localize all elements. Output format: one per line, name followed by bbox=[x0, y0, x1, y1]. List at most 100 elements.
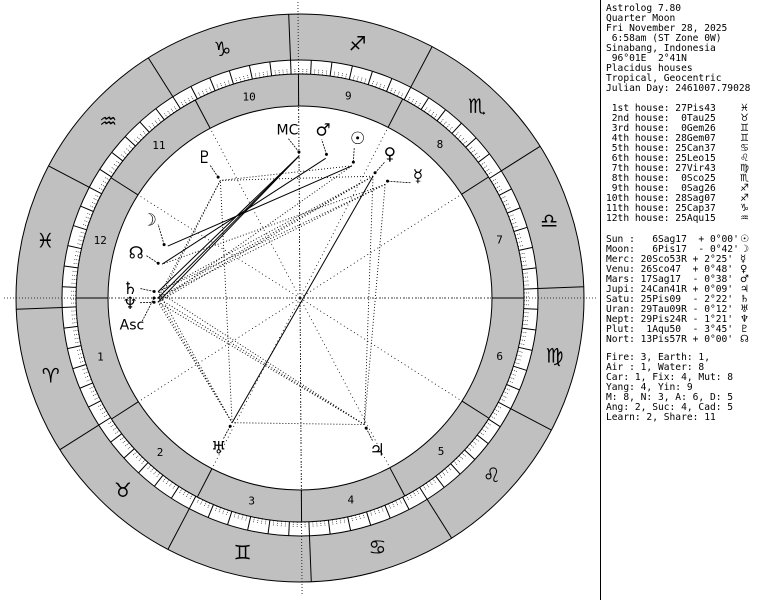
degree-tick bbox=[445, 124, 450, 129]
degree-tick bbox=[384, 505, 391, 519]
sign-boundary bbox=[510, 408, 552, 431]
degree-tick bbox=[77, 243, 83, 246]
mars-icon: ♂ bbox=[740, 274, 749, 285]
house-number: 11 bbox=[152, 139, 165, 152]
glyph-leader bbox=[223, 426, 231, 439]
degree-tick bbox=[141, 459, 146, 464]
degree-tick bbox=[138, 462, 149, 474]
degree-tick bbox=[514, 233, 520, 236]
degree-tick bbox=[266, 71, 269, 77]
planet-point bbox=[364, 426, 368, 430]
sign-boundary bbox=[537, 286, 584, 290]
degree-tick bbox=[73, 262, 79, 265]
planet-point bbox=[386, 179, 390, 183]
degree-tick bbox=[495, 185, 500, 189]
degree-tick bbox=[468, 146, 473, 151]
degree-tick bbox=[512, 225, 518, 229]
aspect-line bbox=[157, 297, 365, 425]
planet-row: Merc: 20Sco53R + 2°25' bbox=[606, 254, 734, 265]
degree-tick bbox=[473, 152, 478, 157]
degree-tick bbox=[90, 205, 96, 209]
degree-tick bbox=[402, 496, 410, 510]
degree-tick bbox=[502, 199, 508, 203]
house-cusp-dotted bbox=[209, 128, 301, 299]
degree-tick bbox=[156, 472, 161, 477]
degree-tick bbox=[63, 325, 78, 329]
degree-tick bbox=[489, 170, 502, 179]
degree-tick bbox=[507, 380, 513, 384]
degree-tick bbox=[80, 231, 86, 234]
degree-tick bbox=[310, 60, 312, 75]
aspect-line bbox=[157, 180, 221, 299]
neptune-icon: ♆ bbox=[122, 294, 137, 314]
glyph-leader bbox=[374, 161, 385, 174]
degree-tick bbox=[395, 500, 399, 506]
degree-tick bbox=[396, 91, 400, 97]
degree-tick bbox=[111, 167, 117, 171]
degree-tick bbox=[135, 454, 140, 459]
planet-point bbox=[152, 300, 156, 304]
house-cusp-dotted bbox=[299, 297, 391, 468]
jupiter-icon: ♃ bbox=[369, 441, 384, 461]
planet-point bbox=[162, 243, 166, 247]
degree-tick bbox=[448, 126, 453, 132]
degree-tick bbox=[79, 382, 93, 389]
degree-tick bbox=[514, 362, 520, 365]
degree-tick bbox=[470, 149, 475, 154]
house-number: 1 bbox=[97, 351, 104, 364]
planet-row: Plut: 1Aqu50 - 3°45' bbox=[606, 324, 734, 335]
house-number: 10 bbox=[243, 90, 256, 103]
degree-tick bbox=[74, 259, 80, 261]
degree-tick bbox=[184, 100, 188, 105]
degree-tick bbox=[432, 478, 436, 483]
degree-tick bbox=[516, 354, 522, 357]
degree-tick bbox=[79, 235, 85, 238]
sign-boundary bbox=[147, 57, 174, 98]
degree-tick bbox=[245, 515, 248, 521]
degree-tick bbox=[248, 65, 253, 80]
mercury-icon: ☿ bbox=[413, 167, 423, 187]
aspect-line bbox=[363, 184, 386, 425]
degree-tick bbox=[523, 308, 538, 310]
degree-tick bbox=[148, 125, 153, 130]
degree-tick bbox=[86, 379, 92, 382]
degree-tick bbox=[209, 77, 216, 91]
degree-tick bbox=[469, 443, 474, 448]
degree-tick bbox=[345, 73, 347, 79]
degree-tick bbox=[153, 470, 158, 475]
degree-tick bbox=[264, 519, 267, 525]
degree-tick bbox=[521, 331, 527, 334]
house-cusp-line bbox=[196, 468, 213, 498]
degree-tick bbox=[458, 455, 463, 460]
degree-tick bbox=[386, 78, 393, 92]
header-line: Astrolog 7.80 bbox=[606, 3, 682, 14]
degree-tick bbox=[226, 510, 229, 515]
sign-icon: ♐ bbox=[740, 193, 749, 204]
sign-glyph-icon: ♍ bbox=[546, 343, 564, 367]
degree-tick bbox=[327, 520, 331, 535]
degree-tick bbox=[67, 345, 82, 350]
degree-tick bbox=[477, 153, 490, 163]
degree-tick bbox=[454, 132, 459, 137]
sign-glyph-icon: ♎ bbox=[540, 208, 558, 232]
header-line: Fri November 28, 2025 bbox=[606, 23, 728, 34]
mc-label: MC bbox=[277, 122, 299, 138]
degree-tick bbox=[450, 463, 461, 475]
degree-tick bbox=[521, 327, 536, 331]
degree-tick bbox=[182, 490, 186, 496]
degree-tick bbox=[417, 103, 421, 108]
degree-tick bbox=[517, 245, 523, 247]
sun-icon: ☉ bbox=[740, 234, 749, 245]
house-cusp-dotted bbox=[138, 297, 301, 403]
degree-tick bbox=[180, 102, 184, 107]
house-cusp-row: 3rd house: 0Gem26 bbox=[606, 123, 716, 134]
degree-tick bbox=[503, 391, 509, 395]
aspect-line bbox=[220, 165, 352, 181]
header-line: Quarter Moon bbox=[606, 13, 676, 24]
degree-tick bbox=[72, 270, 78, 273]
degree-tick bbox=[78, 239, 84, 242]
degree-tick bbox=[288, 521, 290, 536]
degree-tick bbox=[74, 255, 80, 257]
degree-tick bbox=[513, 365, 527, 371]
degree-tick bbox=[123, 448, 135, 459]
